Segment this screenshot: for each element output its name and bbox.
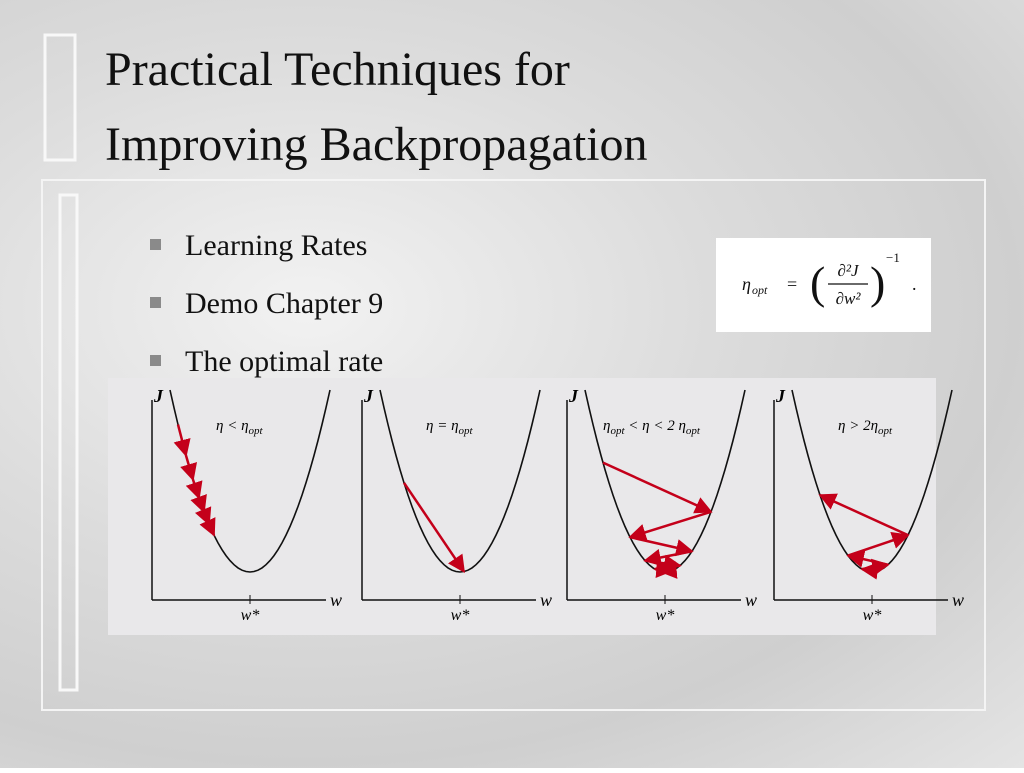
condition-text: η bbox=[603, 418, 610, 434]
condition: η > 2ηopt bbox=[838, 418, 893, 437]
bullet-text: Demo Chapter 9 bbox=[185, 287, 383, 320]
y-axis-label: J bbox=[363, 386, 374, 406]
formula-end: . bbox=[912, 274, 917, 294]
update-arrow bbox=[602, 461, 713, 514]
formula-exponent: −1 bbox=[886, 250, 900, 265]
formula-symbol: η bbox=[742, 274, 751, 294]
paren: ( bbox=[810, 257, 825, 308]
update-arrow bbox=[199, 517, 216, 537]
y-axis-label: J bbox=[153, 386, 164, 406]
condition-subscript: opt bbox=[686, 425, 701, 437]
bullet-text: Learning Rates bbox=[185, 229, 367, 262]
condition: ηopt < η < 2 ηopt bbox=[603, 418, 701, 437]
bullet-marker bbox=[150, 297, 161, 308]
update-arrow bbox=[846, 550, 889, 568]
content-frame bbox=[41, 179, 986, 711]
paren: ) bbox=[870, 257, 885, 308]
x-axis-label: w bbox=[952, 590, 964, 610]
update-arrow bbox=[818, 493, 909, 537]
update-arrow bbox=[629, 535, 694, 557]
condition-subscript: opt bbox=[878, 425, 893, 437]
formula-box bbox=[716, 238, 931, 332]
x-axis-label: w bbox=[330, 590, 342, 610]
formula: η opt = ( ∂²J ∂w² ) −1 . bbox=[742, 250, 917, 308]
update-arrow bbox=[180, 455, 198, 482]
condition-subscript: opt bbox=[249, 425, 264, 437]
minimum-label: w* bbox=[241, 607, 260, 624]
figure bbox=[108, 378, 936, 635]
x-axis-label: w bbox=[745, 590, 757, 610]
y-axis-label: J bbox=[568, 386, 579, 406]
x-axis-label: w bbox=[540, 590, 552, 610]
condition-text: η < η bbox=[216, 418, 249, 434]
formula-subscript: opt bbox=[752, 283, 768, 297]
formula-equals: = bbox=[787, 274, 797, 294]
bullet-text: The optimal rate bbox=[185, 345, 383, 378]
update-arrow bbox=[173, 424, 191, 458]
condition-text: < η < 2 η bbox=[625, 418, 686, 434]
update-arrow bbox=[861, 558, 890, 576]
update-arrow bbox=[659, 561, 678, 579]
bullet-marker bbox=[150, 355, 161, 366]
condition-text: η = η bbox=[426, 418, 459, 434]
update-arrow bbox=[402, 482, 466, 573]
y-axis-label: J bbox=[775, 386, 786, 406]
formula-denominator: ∂w² bbox=[836, 289, 862, 308]
condition-subscript: opt bbox=[610, 425, 625, 437]
minimum-label: w* bbox=[863, 607, 882, 624]
title: Practical Techniques for bbox=[105, 43, 570, 96]
side-bar bbox=[58, 193, 79, 692]
minimum-label: w* bbox=[451, 607, 470, 624]
update-arrow bbox=[847, 531, 910, 557]
condition-subscript: opt bbox=[459, 425, 474, 437]
condition: η = ηopt bbox=[426, 418, 474, 437]
bullet-marker bbox=[150, 239, 161, 250]
update-arrow bbox=[628, 510, 712, 541]
title-bar bbox=[43, 33, 77, 162]
title: Improving Backpropagation bbox=[105, 118, 648, 171]
condition: η < ηopt bbox=[216, 418, 264, 437]
formula-numerator: ∂²J bbox=[837, 261, 859, 280]
minimum-label: w* bbox=[656, 607, 675, 624]
condition-text: η > 2η bbox=[838, 418, 878, 434]
